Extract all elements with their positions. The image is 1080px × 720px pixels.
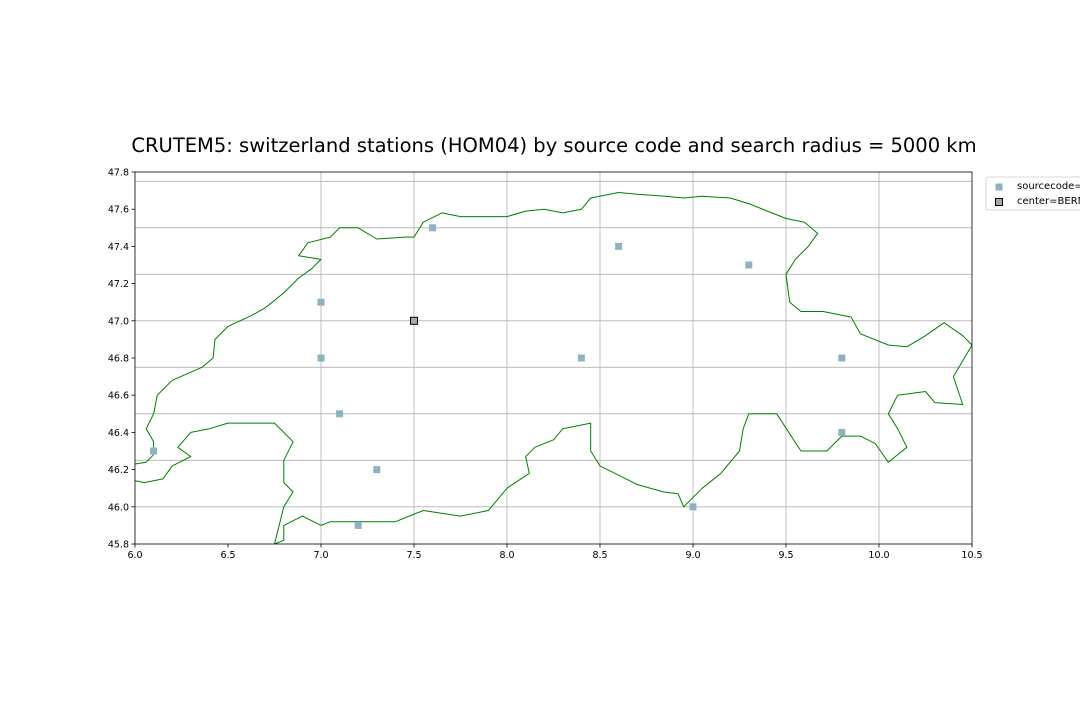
station-marker — [615, 242, 623, 250]
x-tick-label: 10.0 — [868, 550, 889, 561]
y-tick-label: 46.6 — [108, 391, 129, 402]
x-tick-label: 7.5 — [406, 550, 421, 561]
legend-swatch-center — [995, 198, 1003, 206]
y-tick-label: 46.8 — [108, 354, 129, 365]
x-tick-label: 9.0 — [685, 550, 700, 561]
y-tick-label: 46.2 — [108, 465, 129, 476]
station-marker — [745, 261, 753, 269]
y-tick-label: 47.2 — [108, 279, 129, 290]
legend: sourcecode= center=BERN — [985, 176, 1080, 211]
center-marker — [410, 316, 418, 325]
country-border — [135, 192, 972, 544]
station-marker — [150, 447, 158, 455]
station-markers — [150, 224, 846, 529]
y-tick-label: 45.8 — [108, 540, 129, 551]
station-marker — [317, 298, 325, 306]
switzerland-border-line — [135, 192, 972, 544]
station-marker — [838, 428, 846, 436]
y-tick-label: 47.6 — [108, 205, 129, 216]
station-marker — [373, 466, 381, 474]
station-marker — [577, 354, 585, 362]
station-marker — [689, 503, 697, 511]
station-marker — [336, 410, 344, 418]
y-tick-label: 46.0 — [108, 502, 129, 513]
x-tick-label: 8.5 — [592, 550, 607, 561]
x-axis: 6.0 6.5 7.0 7.5 8.0 8.5 9.0 9.5 10.0 10.5 — [127, 544, 983, 561]
plot-area — [134, 171, 973, 545]
station-marker — [838, 354, 846, 362]
legend-box — [985, 176, 1080, 211]
chart-title: CRUTEM5: switzerland stations (HOM04) by… — [131, 134, 976, 157]
x-tick-label: 6.0 — [127, 550, 142, 561]
y-tick-label: 47.0 — [108, 316, 129, 327]
station-marker — [317, 354, 325, 362]
x-tick-label: 7.0 — [313, 550, 328, 561]
legend-swatch-sourcecode — [995, 183, 1003, 191]
y-tick-label: 46.4 — [108, 428, 129, 439]
station-marker — [354, 521, 362, 529]
x-tick-label: 8.0 — [499, 550, 514, 561]
legend-label-sourcecode: sourcecode= — [1017, 181, 1080, 192]
x-tick-label: 10.5 — [961, 550, 982, 561]
gridlines — [135, 172, 972, 544]
y-tick-label: 47.8 — [108, 168, 129, 179]
legend-label-center: center=BERN — [1017, 196, 1080, 207]
x-tick-label: 9.5 — [778, 550, 793, 561]
y-tick-label: 47.4 — [108, 242, 129, 253]
station-marker — [429, 224, 437, 232]
x-tick-label: 6.5 — [220, 550, 235, 561]
y-axis: 45.8 46.0 46.2 46.4 46.6 46.8 47.0 47.2 47.4 47.6… — [108, 168, 135, 551]
